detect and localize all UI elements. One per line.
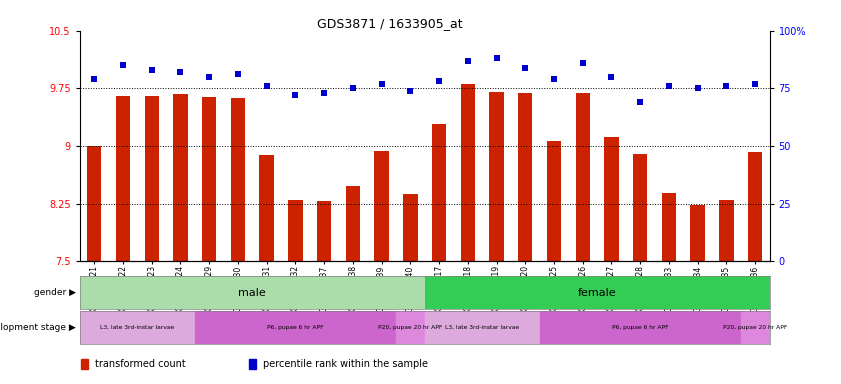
Text: transformed count: transformed count bbox=[95, 359, 186, 369]
Bar bbox=[288, 200, 303, 261]
Point bbox=[720, 83, 733, 89]
Point bbox=[605, 74, 618, 80]
Text: development stage ▶: development stage ▶ bbox=[0, 323, 76, 332]
Bar bbox=[662, 193, 676, 261]
Point bbox=[519, 65, 532, 71]
Bar bbox=[719, 200, 733, 261]
Bar bbox=[489, 92, 504, 261]
Point bbox=[576, 60, 590, 66]
Point bbox=[174, 69, 188, 75]
Point bbox=[317, 90, 331, 96]
Text: L3, late 3rd-instar larvae: L3, late 3rd-instar larvae bbox=[445, 325, 519, 330]
Point bbox=[116, 62, 130, 68]
Bar bbox=[249, 359, 257, 369]
Text: male: male bbox=[239, 288, 266, 298]
Point bbox=[547, 76, 561, 82]
Bar bbox=[173, 94, 188, 261]
Bar bbox=[690, 205, 705, 261]
Bar bbox=[575, 93, 590, 261]
Text: female: female bbox=[578, 288, 616, 298]
Bar bbox=[260, 155, 274, 261]
Bar bbox=[116, 96, 130, 261]
Bar bbox=[547, 141, 561, 261]
Bar bbox=[741, 311, 770, 344]
Point bbox=[489, 55, 503, 61]
Bar bbox=[461, 84, 475, 261]
Text: L3, late 3rd-instar larvae: L3, late 3rd-instar larvae bbox=[100, 325, 174, 330]
Point bbox=[260, 83, 273, 89]
Text: P20, pupae 20 hr APF: P20, pupae 20 hr APF bbox=[723, 325, 787, 330]
Bar bbox=[432, 124, 447, 261]
Bar bbox=[317, 201, 331, 261]
Text: gender ▶: gender ▶ bbox=[34, 288, 76, 297]
Bar bbox=[202, 97, 216, 261]
Bar bbox=[396, 311, 425, 344]
Text: P20, pupae 20 hr APF: P20, pupae 20 hr APF bbox=[378, 325, 442, 330]
Point bbox=[662, 83, 675, 89]
Bar bbox=[195, 311, 396, 344]
Bar bbox=[81, 359, 88, 369]
Point bbox=[145, 67, 158, 73]
Point bbox=[375, 81, 389, 87]
Bar bbox=[346, 186, 360, 261]
Bar bbox=[80, 276, 425, 309]
Point bbox=[87, 76, 101, 82]
Point bbox=[461, 58, 474, 64]
Bar bbox=[403, 194, 417, 261]
Text: P6, pupae 6 hr APF: P6, pupae 6 hr APF bbox=[612, 325, 669, 330]
Point bbox=[432, 78, 446, 84]
Point bbox=[346, 85, 360, 91]
Bar bbox=[230, 98, 245, 261]
Text: percentile rank within the sample: percentile rank within the sample bbox=[263, 359, 428, 369]
Bar bbox=[540, 311, 741, 344]
Point bbox=[203, 74, 216, 80]
Point bbox=[404, 88, 417, 94]
Bar bbox=[605, 137, 619, 261]
Bar bbox=[425, 311, 540, 344]
Point bbox=[748, 81, 762, 87]
Bar bbox=[633, 154, 648, 261]
Bar bbox=[87, 146, 102, 261]
Bar bbox=[748, 152, 762, 261]
Point bbox=[633, 99, 647, 105]
Bar bbox=[374, 151, 389, 261]
Bar bbox=[425, 276, 770, 309]
Title: GDS3871 / 1633905_at: GDS3871 / 1633905_at bbox=[317, 17, 463, 30]
Bar bbox=[518, 93, 532, 261]
Text: P6, pupae 6 hr APF: P6, pupae 6 hr APF bbox=[267, 325, 324, 330]
Point bbox=[231, 71, 245, 78]
Point bbox=[691, 85, 705, 91]
Bar bbox=[145, 96, 159, 261]
Point bbox=[288, 92, 302, 98]
Bar bbox=[80, 311, 195, 344]
